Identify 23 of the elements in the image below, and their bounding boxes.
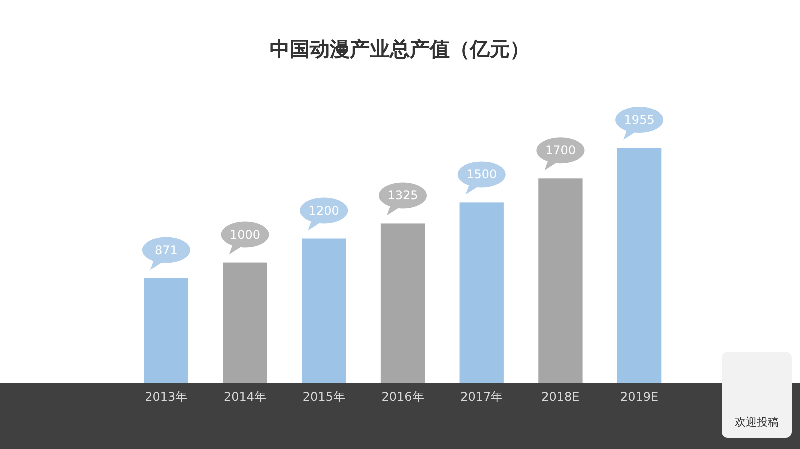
x-tick-label: 2013年 xyxy=(145,390,188,404)
data-label: 1000 xyxy=(230,228,261,242)
chart-title: 中国动漫产业总产值（亿元） xyxy=(270,37,530,61)
bar xyxy=(223,262,268,383)
x-tick-label: 2014年 xyxy=(224,390,267,404)
bar xyxy=(144,278,189,383)
bar xyxy=(617,148,662,383)
x-tick-label: 2015年 xyxy=(302,390,346,404)
x-tick-label: 2017年 xyxy=(460,390,504,404)
x-tick-label: 2019E xyxy=(620,390,659,404)
bar xyxy=(460,202,504,383)
data-label: 1955 xyxy=(624,113,655,127)
text: 欢迎投稿 xyxy=(735,416,779,429)
data-label: 1200 xyxy=(308,204,340,218)
x-tick-label: 2018E xyxy=(542,390,580,404)
data-label: 1325 xyxy=(388,188,418,203)
bar xyxy=(302,238,346,383)
data-label: 1700 xyxy=(545,144,576,158)
data-label: 871 xyxy=(154,243,178,258)
bar xyxy=(380,224,426,383)
data-label: 1500 xyxy=(466,168,498,182)
x-tick-label: 2016年 xyxy=(382,390,424,404)
bar xyxy=(538,178,583,383)
